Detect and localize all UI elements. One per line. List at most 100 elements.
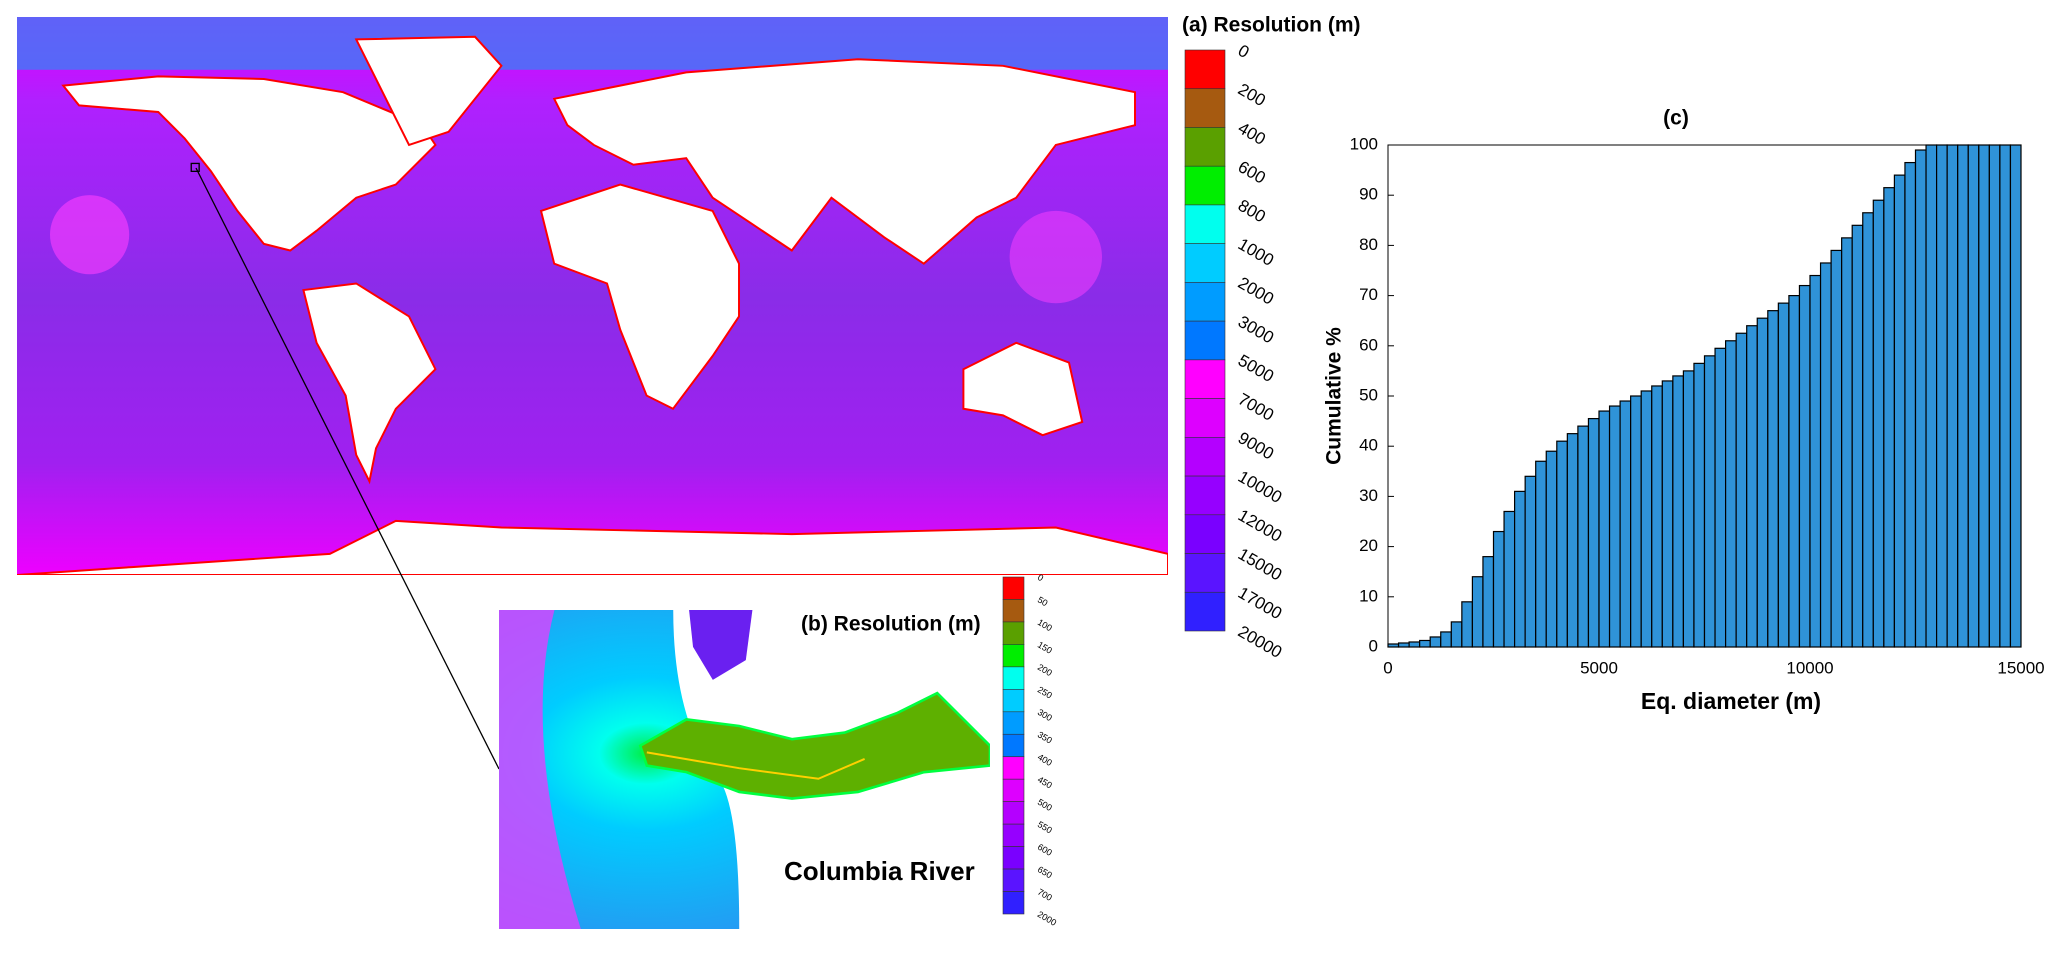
y-tick-label: 50 [1359,385,1378,404]
colorbar-label: 9000 [1235,428,1277,463]
bar [1999,144,2012,648]
bar [1672,375,1684,648]
y-tick-label: 10 [1359,586,1378,605]
x-tick-label: 0 [1383,658,1392,677]
bar [1735,332,1748,648]
colorbar-label: 10000 [1235,467,1285,507]
bar [1661,380,1674,648]
colorbar-label: 0 [1036,572,1045,583]
bar [1935,144,1948,648]
bar [1893,174,1906,648]
bar [2009,144,2022,648]
y-tick-label: 100 [1350,134,1378,153]
colorbar-label: 20000 [1235,622,1285,662]
x-tick-label: 5000 [1580,658,1618,677]
x-axis-label: Eq. diameter (m) [1641,688,1821,714]
bar [1492,530,1505,648]
bar [1978,144,1990,648]
bar [1566,433,1579,648]
y-tick-label: 0 [1369,636,1378,655]
colorbar-swatch [1184,127,1226,167]
colorbar-swatch [1002,711,1025,735]
y-tick-label: 30 [1359,486,1378,505]
bar [1535,460,1547,648]
bar [1545,450,1558,648]
y-tick-label: 20 [1359,536,1378,555]
colorbar-swatch [1002,733,1025,758]
colorbar-swatch [1002,599,1025,623]
bar [1883,187,1895,648]
bar [1619,400,1632,648]
colorbar-label: 600 [1235,157,1269,188]
colorbar-swatch [1002,778,1025,802]
colorbar-swatch [1002,846,1025,870]
y-tick-label: 40 [1359,436,1378,455]
bar [1988,144,2001,648]
colorbar-swatch [1184,475,1226,516]
bar [1693,362,1706,648]
colorbar-swatch [1184,359,1226,399]
bar [1440,631,1452,648]
colorbar-swatch [1184,437,1226,477]
bar [1946,144,1959,648]
bar [1724,340,1737,648]
colorbar-b: 0 50 100 150 200 250 300 350 400 450 500 550 600 650 7… [1002,572,1058,928]
bar [1841,237,1853,648]
zoom-line [195,167,500,770]
inset-map [499,610,990,929]
colorbar-label: 450 [1036,774,1054,790]
colorbar-swatch [1184,243,1226,283]
colorbar-label: 650 [1036,864,1054,880]
bar [1756,317,1769,648]
bar [1904,161,1917,648]
bar [1640,390,1653,648]
colorbar-label: 3000 [1235,312,1277,347]
colorbar-swatch [1184,398,1226,438]
bar [1513,490,1526,648]
x-tick-label: 15000 [1997,658,2044,677]
colorbar-swatch [1002,666,1025,690]
bar [1788,295,1801,648]
colorbar-swatch [1002,644,1025,668]
colorbar-swatch [1002,689,1025,713]
y-axis-label: Cumulative % [1323,327,1346,465]
colorbar-swatch [1002,576,1025,600]
bar [1703,355,1716,648]
bar [1851,224,1864,648]
bar [1461,601,1473,648]
bar [1598,410,1611,648]
colorbar-label: 2000 [1036,909,1058,928]
x-tick-label: 10000 [1786,658,1833,677]
colorbar-swatch [1184,553,1226,593]
colorbar-swatch [1184,88,1226,128]
bar [1777,302,1790,648]
bar [1957,144,1969,648]
bar [1862,212,1874,648]
y-tick-label: 90 [1359,185,1378,204]
bar [1482,556,1495,648]
colorbar-swatch [1184,204,1226,244]
annotation: Columbia River [784,856,975,886]
colorbar-label: 2000 [1235,273,1277,308]
bar [1524,475,1537,648]
bar [1577,425,1590,648]
bar [1450,621,1463,648]
colorbar-swatch [1184,514,1226,554]
colorbar-label: 500 [1036,797,1054,813]
colorbar-label: 550 [1036,819,1054,835]
colorbar-label: 15000 [1235,544,1285,584]
y-tick-label: 60 [1359,335,1378,354]
y-tick-label: 70 [1359,285,1378,304]
colorbar-label: 300 [1036,707,1054,723]
bar [1925,144,1938,648]
bar [1767,310,1779,648]
bar [1429,636,1442,648]
colorbar-label: 200 [1036,662,1054,678]
bar [1397,642,1410,648]
panel-b-title: (b) Resolution (m) [801,613,981,636]
panel-a-title: (a) Resolution (m) [1182,14,1361,37]
world-map [17,17,1168,575]
plot-area: 0 10 20 30 40 50 60 70 80 90 100 0 5000 10000 15000 [1350,134,2045,677]
